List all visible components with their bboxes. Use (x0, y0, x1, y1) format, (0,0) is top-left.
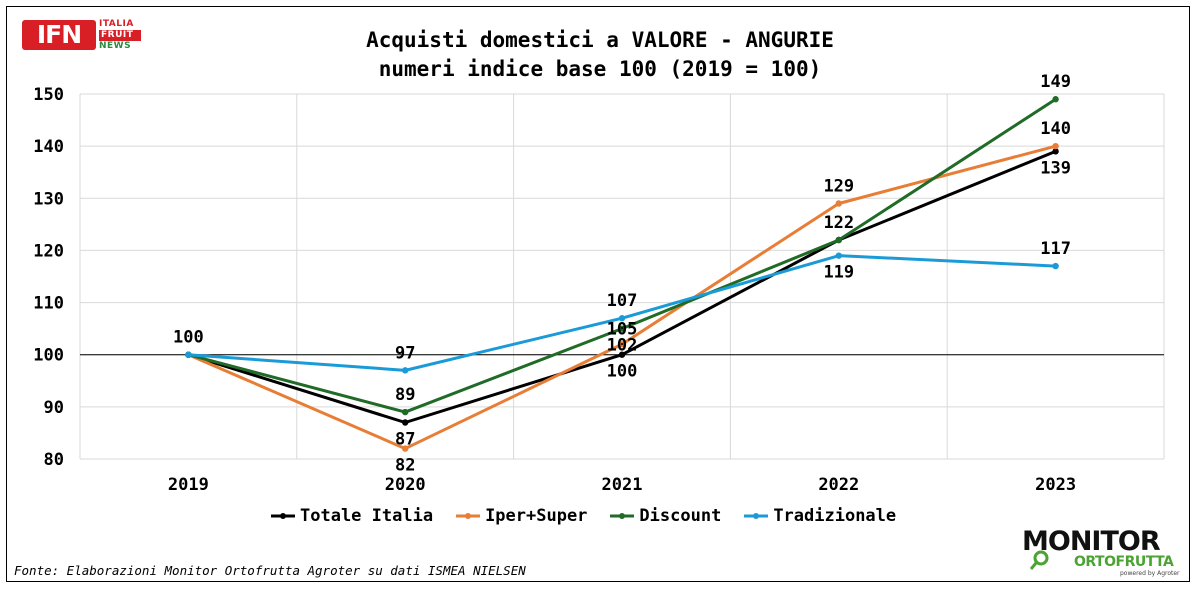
ifn-logo-main: IFN (36, 20, 82, 49)
series-line-totale-italia (187, 149, 1057, 424)
x-tick-label: 2020 (385, 475, 426, 495)
monitor-ortofrutta-logo: MONITOR ORTOFRUTTA powered by Agroter (1022, 528, 1182, 578)
y-tick-label: 110 (33, 294, 64, 314)
data-label: 82 (395, 456, 415, 476)
data-point-totale-italia (618, 351, 626, 358)
chart-title-block: Acquisti domestici a VALORE - ANGURIE nu… (260, 26, 940, 84)
chart-legend: Totale Italia Iper+Super Discount Tradizion… (270, 505, 896, 527)
legend-label: Iper+Super (485, 506, 588, 526)
legend-swatch-totale-italia (271, 513, 295, 519)
data-label: 129 (823, 177, 854, 197)
chart-frame (6, 6, 1190, 582)
ifn-logo-line3: NEWS (99, 41, 132, 51)
legend-item-totale-italia: Totale Italia (270, 506, 433, 526)
brand-line2: ORTOFRUTTA (1074, 554, 1174, 570)
brand-line1: MONITOR (1022, 526, 1161, 557)
legend-label: Tradizionale (773, 506, 897, 526)
data-label: 97 (395, 343, 415, 363)
data-point-iper-super (1052, 142, 1059, 150)
y-tick-label: 100 (33, 346, 64, 366)
data-label: 105 (607, 320, 638, 340)
ifn-logo-line2: FRUIT (99, 30, 141, 41)
legend-label: Totale Italia (300, 506, 434, 526)
y-tick-label: 150 (33, 85, 64, 105)
source-note: Fonte: Elaborazioni Monitor Ortofrutta A… (14, 563, 526, 578)
data-point-iper-super (618, 341, 626, 348)
y-tick-label: 90 (44, 398, 64, 418)
data-label: 89 (395, 385, 415, 405)
data-point-tradizionale (402, 367, 409, 374)
chart-subtitle: numeri indice base 100 (2019 = 100) (378, 57, 822, 81)
x-tick-label: 2021 (602, 475, 643, 495)
data-point-totale-italia (1052, 148, 1059, 155)
data-point-tradizionale (1052, 262, 1059, 270)
legend-label: Discount (639, 506, 722, 526)
data-label: 122 (823, 213, 854, 233)
data-label: 102 (607, 335, 638, 355)
legend-item-tradizionale: Tradizionale (743, 506, 896, 526)
legend-swatch-iper-super (456, 513, 481, 519)
data-point-discount (618, 325, 626, 332)
x-tick-label: 2019 (168, 475, 209, 495)
data-label: 87 (395, 430, 415, 450)
data-label: 100 (607, 362, 638, 382)
brand-line3: powered by Agroter (1120, 570, 1180, 577)
data-label: 149 (1040, 72, 1071, 92)
y-tick-label: 130 (33, 189, 64, 209)
legend-swatch-tradizionale (744, 513, 769, 519)
data-point-iper-super (402, 445, 409, 452)
data-label: 117 (1040, 239, 1071, 259)
data-label: 140 (1040, 119, 1071, 139)
ifn-logo-line1: ITALIA (99, 19, 134, 29)
y-tick-label: 80 (44, 450, 64, 470)
magnifier-icon (1030, 550, 1049, 570)
data-point-tradizionale (835, 252, 842, 259)
data-point-discount (1052, 96, 1059, 103)
data-label: 119 (823, 263, 854, 283)
legend-item-discount: Discount (609, 506, 721, 526)
data-label: 139 (1040, 158, 1071, 178)
y-tick-label: 140 (33, 137, 64, 157)
x-tick-label: 2022 (818, 475, 859, 495)
chart-title: Acquisti domestici a VALORE - ANGURIE (366, 28, 834, 52)
data-point-iper-super (835, 200, 842, 207)
y-tick-label: 120 (33, 241, 64, 261)
data-point-tradizionale (185, 351, 192, 358)
data-label: 100 (173, 328, 204, 348)
data-point-tradizionale (618, 315, 626, 322)
data-point-discount (835, 236, 842, 244)
ifn-logo: IFN ITALIA FRUIT NEWS (22, 18, 142, 54)
data-point-discount (402, 408, 409, 416)
data-label: 107 (607, 291, 638, 311)
legend-swatch-discount (610, 513, 635, 519)
legend-item-iper-super: Iper+Super (455, 506, 587, 526)
data-point-totale-italia (402, 419, 409, 426)
x-tick-label: 2023 (1035, 475, 1076, 495)
